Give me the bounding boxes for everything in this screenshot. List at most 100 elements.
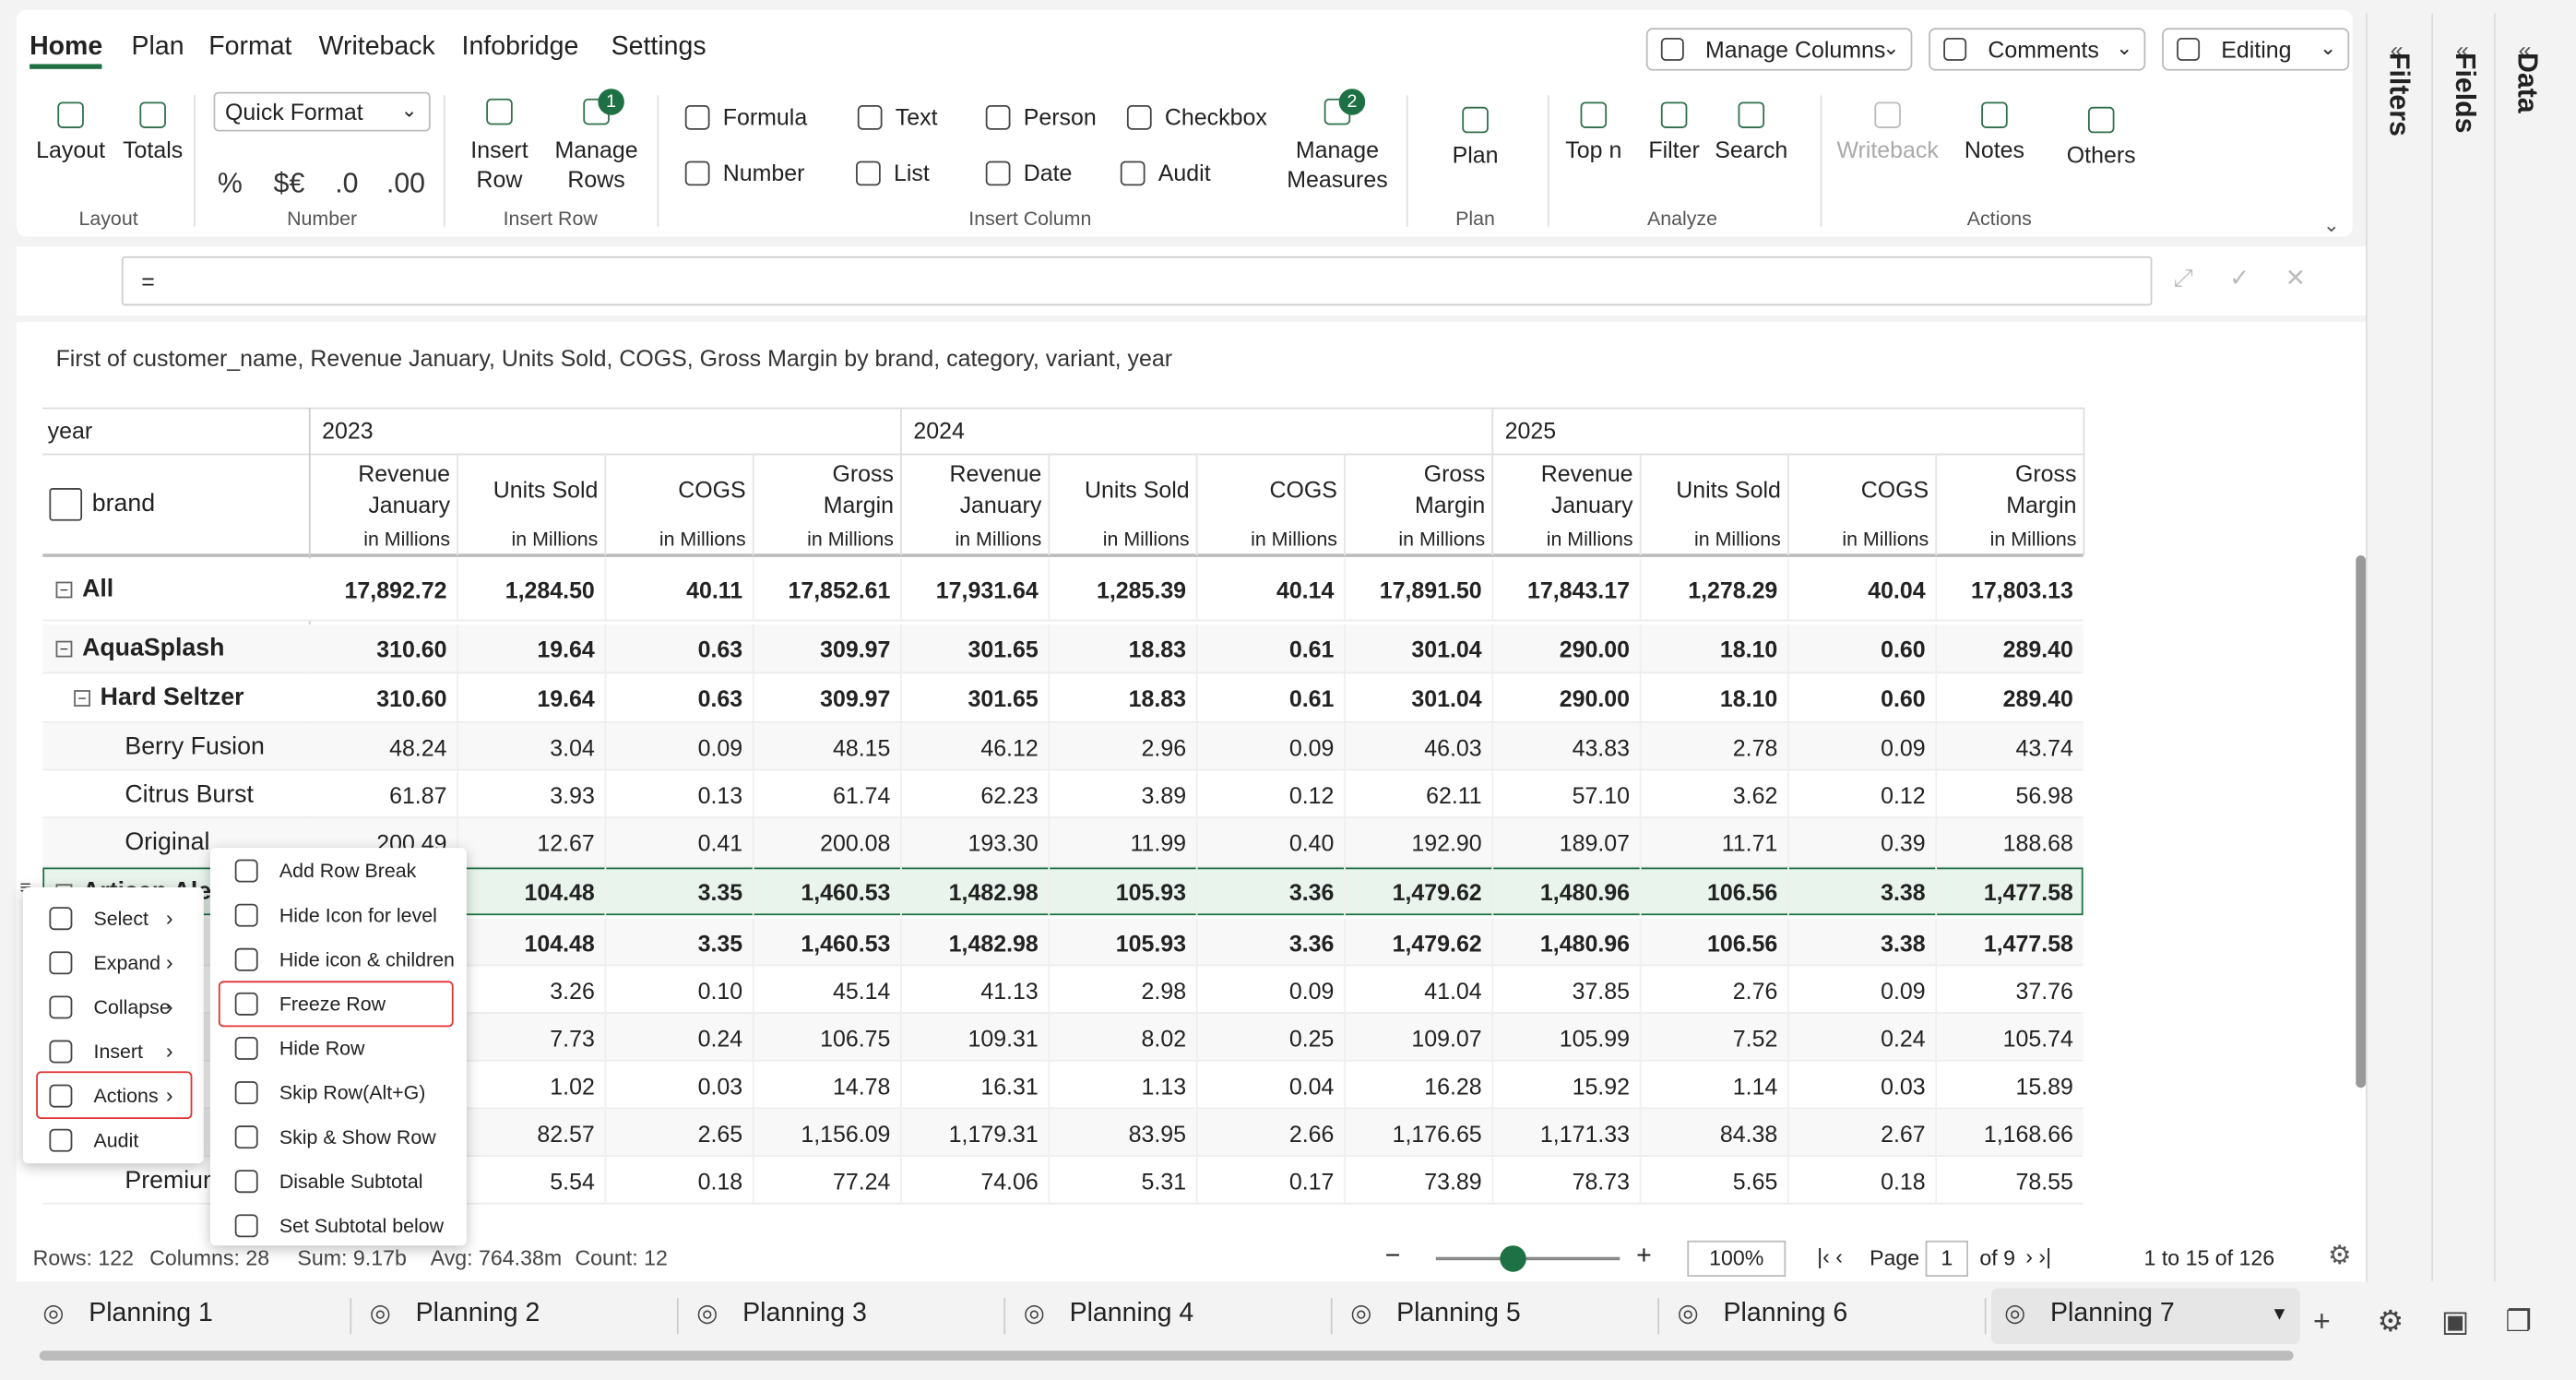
menu-item[interactable]: Select xyxy=(94,904,148,934)
table-cell: 0.24 xyxy=(605,1023,743,1053)
table-cell: 0.13 xyxy=(605,779,743,809)
ribbon-tab[interactable]: Home xyxy=(30,33,102,63)
menu-item[interactable]: Expand xyxy=(94,948,161,978)
table-cell: 289.40 xyxy=(1935,635,2073,664)
table-cell: 0.09 xyxy=(1196,975,1335,1005)
ribbon-button[interactable]: Number xyxy=(723,158,805,187)
table-cell: 0.39 xyxy=(1787,828,1926,858)
table-cell: 105.74 xyxy=(1935,1023,2073,1053)
ribbon-tab[interactable]: Infobridge xyxy=(462,33,579,63)
measure-unit: in Millions xyxy=(1048,526,1189,553)
ribbon-tab[interactable]: Plan xyxy=(132,33,184,63)
table-cell: 56.98 xyxy=(1935,779,2073,809)
icon xyxy=(1874,101,1901,128)
side-panel-label[interactable]: Fields xyxy=(2448,53,2481,184)
formula-action: ⤢ xyxy=(2174,265,2193,294)
menu-item[interactable]: Insert xyxy=(94,1037,143,1066)
sheet-tab[interactable]: Planning 6 xyxy=(1724,1300,1848,1329)
icon xyxy=(235,1037,258,1060)
table-cell: 0.61 xyxy=(1196,635,1335,664)
menu-item[interactable]: Set Subtotal below xyxy=(279,1211,444,1241)
menu-item[interactable]: Skip Row(Alt+G) xyxy=(279,1078,426,1108)
icon xyxy=(1581,101,1608,128)
table-cell: 3.26 xyxy=(457,975,595,1005)
table-cell: 3.35 xyxy=(605,876,743,906)
menu-item[interactable]: Skip & Show Row xyxy=(279,1123,436,1152)
ribbon-group-label: Analyze xyxy=(1518,204,1846,233)
menu-item[interactable]: Freeze Row xyxy=(279,989,386,1018)
ribbon-button[interactable]: Date xyxy=(1024,158,1073,187)
year-label: 2023 xyxy=(322,416,373,446)
ribbon-tab[interactable]: Writeback xyxy=(319,33,435,63)
row-label: Hard Seltzer xyxy=(101,684,244,713)
page-value: 1 xyxy=(1783,1243,2111,1273)
table-cell: 1,482.98 xyxy=(900,928,1039,958)
table-cell: 57.10 xyxy=(1491,779,1630,809)
table-cell: 193.30 xyxy=(900,828,1039,858)
sheet-icon: ◎ xyxy=(1678,1300,1699,1329)
tab-separator xyxy=(1985,1298,1987,1334)
expand-toggle[interactable]: − xyxy=(56,582,73,599)
menu-item[interactable]: Hide Row xyxy=(279,1033,365,1063)
zoom-thumb[interactable] xyxy=(1500,1245,1526,1272)
caption: First of customer_name, Revenue January,… xyxy=(56,343,1172,373)
table-cell: 3.36 xyxy=(1196,928,1335,958)
ribbon-button[interactable]: Person xyxy=(1024,101,1097,131)
ribbon-tab[interactable]: Format xyxy=(208,33,291,63)
sheet-tab[interactable]: Planning 7 xyxy=(2050,1300,2175,1329)
menu-item[interactable]: Actions xyxy=(94,1081,159,1111)
table-cell: 78.73 xyxy=(1491,1166,1630,1196)
ribbon-button[interactable]: Text xyxy=(896,101,938,131)
tab-separator xyxy=(1003,1298,1005,1334)
formula-input[interactable] xyxy=(122,256,2153,305)
table-cell: 1.14 xyxy=(1640,1070,1778,1100)
table-cell: 82.57 xyxy=(457,1118,595,1148)
table-cell: 301.04 xyxy=(1344,635,1482,664)
ribbon-button[interactable]: Audit xyxy=(1158,158,1211,187)
h-scrollbar xyxy=(40,1350,2294,1361)
icon xyxy=(235,1081,258,1104)
menu-item[interactable]: Hide icon & children xyxy=(279,945,455,974)
side-panel-label[interactable]: Filters xyxy=(2382,53,2416,184)
chevron: ⌄ xyxy=(2116,33,2132,63)
year-row-line xyxy=(42,408,2083,410)
sheet-menu: ▼ xyxy=(2271,1300,2288,1329)
table-cell: 40.11 xyxy=(605,575,743,604)
side-panel-label[interactable]: Data xyxy=(2511,53,2544,184)
toolbar-button-label: Editing xyxy=(2221,34,2291,64)
menu-item[interactable]: Disable Subtotal xyxy=(279,1167,423,1196)
icon xyxy=(1739,101,1765,128)
ribbon-button[interactable]: List xyxy=(894,158,930,187)
ribbon-tab[interactable]: Settings xyxy=(611,33,706,63)
table-cell: 301.65 xyxy=(900,684,1039,713)
sheet-tab[interactable]: Planning 4 xyxy=(1070,1300,1194,1329)
row-label: Citrus Burst xyxy=(125,779,254,809)
measure-label: Revenue xyxy=(900,458,1041,488)
menu-item[interactable]: Collapse xyxy=(94,993,171,1022)
table-cell: 40.04 xyxy=(1787,575,1926,604)
sheet-tab[interactable]: Planning 3 xyxy=(742,1300,867,1329)
table-cell: 104.48 xyxy=(457,928,595,958)
ribbon-button[interactable]: Others xyxy=(1937,139,2265,169)
sheet-tab[interactable]: Planning 2 xyxy=(416,1300,540,1329)
ribbon-button[interactable]: Checkbox xyxy=(1165,101,1267,131)
sheet-tab[interactable]: Planning 1 xyxy=(89,1300,213,1329)
sheet-tab[interactable]: Planning 5 xyxy=(1396,1300,1521,1329)
table-cell: 17,852.61 xyxy=(753,575,891,604)
side-panel-border xyxy=(2494,13,2496,1281)
expand-toggle[interactable]: − xyxy=(56,641,73,658)
menu-item[interactable]: Add Row Break xyxy=(279,856,417,886)
icon xyxy=(57,101,84,128)
menu-item[interactable]: Audit xyxy=(94,1125,139,1155)
ribbon-button[interactable]: Manage Rows xyxy=(551,135,643,194)
ribbon-button[interactable]: Formula xyxy=(723,101,807,131)
menu-item[interactable]: Hide Icon for level xyxy=(279,900,437,930)
ribbon-button[interactable]: Totals xyxy=(0,135,317,164)
ribbon-button[interactable]: Insert Row xyxy=(458,135,540,194)
icon xyxy=(49,951,72,974)
table-cell: 0.12 xyxy=(1196,779,1335,809)
sheet-icon: ◎ xyxy=(2004,1300,2025,1329)
expand-toggle[interactable]: − xyxy=(74,690,90,707)
table-cell: 1,284.50 xyxy=(457,575,595,604)
